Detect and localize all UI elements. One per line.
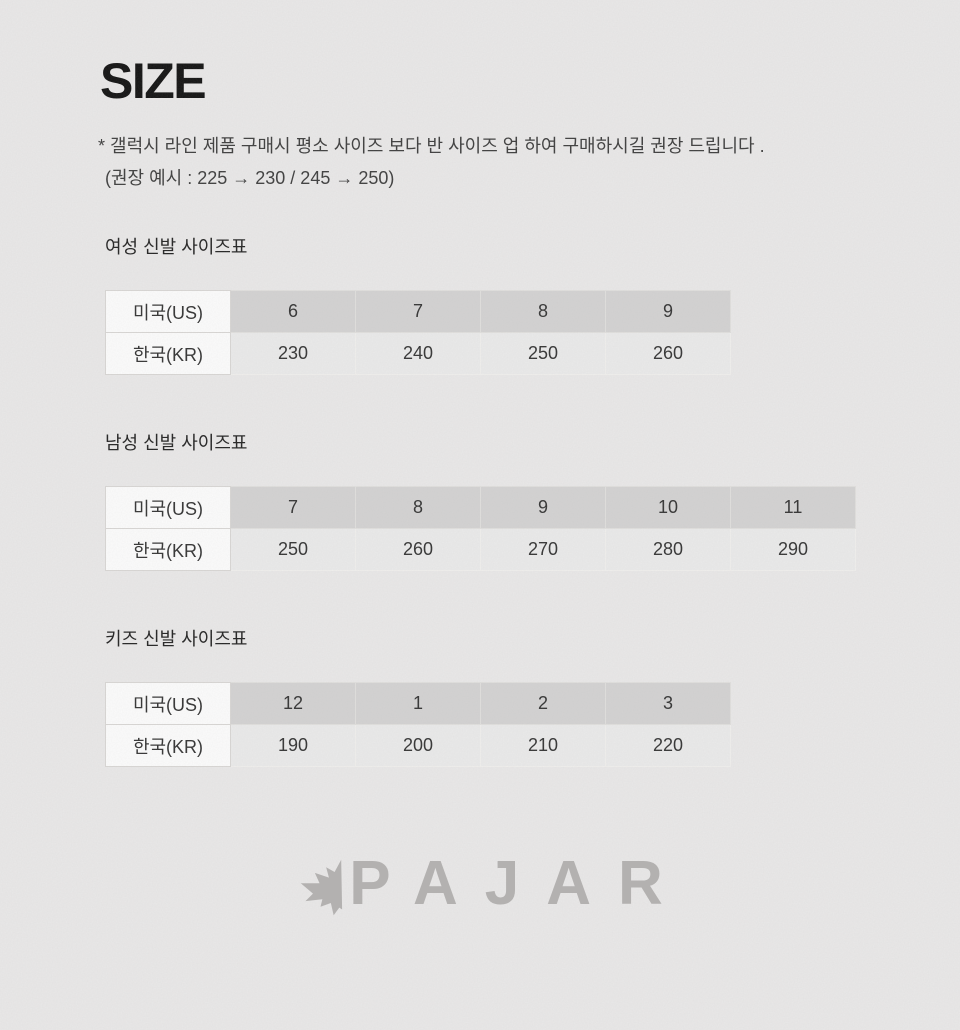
us-size-cell: 1 bbox=[355, 682, 481, 725]
us-size-cell: 11 bbox=[730, 486, 856, 529]
size-section-title: 키즈 신발 사이즈표 bbox=[105, 629, 248, 649]
size-section-title: 남성 신발 사이즈표 bbox=[105, 433, 248, 453]
us-size-cell: 12 bbox=[230, 682, 356, 725]
us-size-cell: 2 bbox=[480, 682, 606, 725]
kr-size-cell: 240 bbox=[355, 332, 481, 375]
kr-size-cell: 270 bbox=[480, 528, 606, 571]
kr-size-cell: 260 bbox=[605, 332, 731, 375]
kr-size-row: 한국(KR) 230 240 250 260 bbox=[105, 332, 731, 375]
kr-size-cell: 220 bbox=[605, 724, 731, 767]
row-label-kr: 한국(KR) bbox=[105, 332, 231, 375]
us-size-cell: 9 bbox=[480, 486, 606, 529]
kr-size-cell: 260 bbox=[355, 528, 481, 571]
kr-size-row: 한국(KR) 250 260 270 280 290 bbox=[105, 528, 856, 571]
size-up-example: (권장 예시 : 225 → 230 / 245 → 250) bbox=[105, 168, 395, 188]
brand-logo-text: PAJAR bbox=[349, 849, 690, 918]
us-size-cell: 3 bbox=[605, 682, 731, 725]
row-label-us: 미국(US) bbox=[105, 682, 231, 725]
kr-size-cell: 190 bbox=[230, 724, 356, 767]
us-size-cell: 10 bbox=[605, 486, 731, 529]
size-chart-section: 남성 신발 사이즈표 미국(US) 7 8 9 10 11 한국(KR) 250 260 2… bbox=[105, 431, 960, 571]
maple-leaf-icon bbox=[300, 859, 343, 916]
row-label-kr: 한국(KR) bbox=[105, 528, 231, 571]
us-size-cell: 7 bbox=[355, 290, 481, 333]
size-table: 미국(US) 7 8 9 10 11 한국(KR) 250 260 270 280 290 bbox=[105, 486, 856, 571]
kr-size-cell: 210 bbox=[480, 724, 606, 767]
us-size-cell: 8 bbox=[355, 486, 481, 529]
row-label-kr: 한국(KR) bbox=[105, 724, 231, 767]
kr-size-cell: 200 bbox=[355, 724, 481, 767]
us-size-row: 미국(US) 12 1 2 3 bbox=[105, 682, 731, 725]
kr-size-cell: 230 bbox=[230, 332, 356, 375]
row-label-us: 미국(US) bbox=[105, 290, 231, 333]
brand-logo: PAJAR bbox=[0, 849, 960, 918]
us-size-cell: 6 bbox=[230, 290, 356, 333]
size-up-note: * 갤럭시 라인 제품 구매시 평소 사이즈 보다 반 사이즈 업 하여 구매하… bbox=[98, 136, 765, 156]
size-table: 미국(US) 12 1 2 3 한국(KR) 190 200 210 220 bbox=[105, 682, 731, 767]
us-size-cell: 7 bbox=[230, 486, 356, 529]
kr-size-row: 한국(KR) 190 200 210 220 bbox=[105, 724, 731, 767]
page-title: SIZE bbox=[100, 53, 207, 109]
kr-size-cell: 250 bbox=[230, 528, 356, 571]
kr-size-cell: 280 bbox=[605, 528, 731, 571]
kr-size-cell: 250 bbox=[480, 332, 606, 375]
size-section-title: 여성 신발 사이즈표 bbox=[105, 237, 248, 257]
size-chart-section: 키즈 신발 사이즈표 미국(US) 12 1 2 3 한국(KR) 190 200 210… bbox=[105, 627, 960, 767]
us-size-cell: 9 bbox=[605, 290, 731, 333]
us-size-row: 미국(US) 7 8 9 10 11 bbox=[105, 486, 856, 529]
row-label-us: 미국(US) bbox=[105, 486, 231, 529]
kr-size-cell: 290 bbox=[730, 528, 856, 571]
us-size-cell: 8 bbox=[480, 290, 606, 333]
